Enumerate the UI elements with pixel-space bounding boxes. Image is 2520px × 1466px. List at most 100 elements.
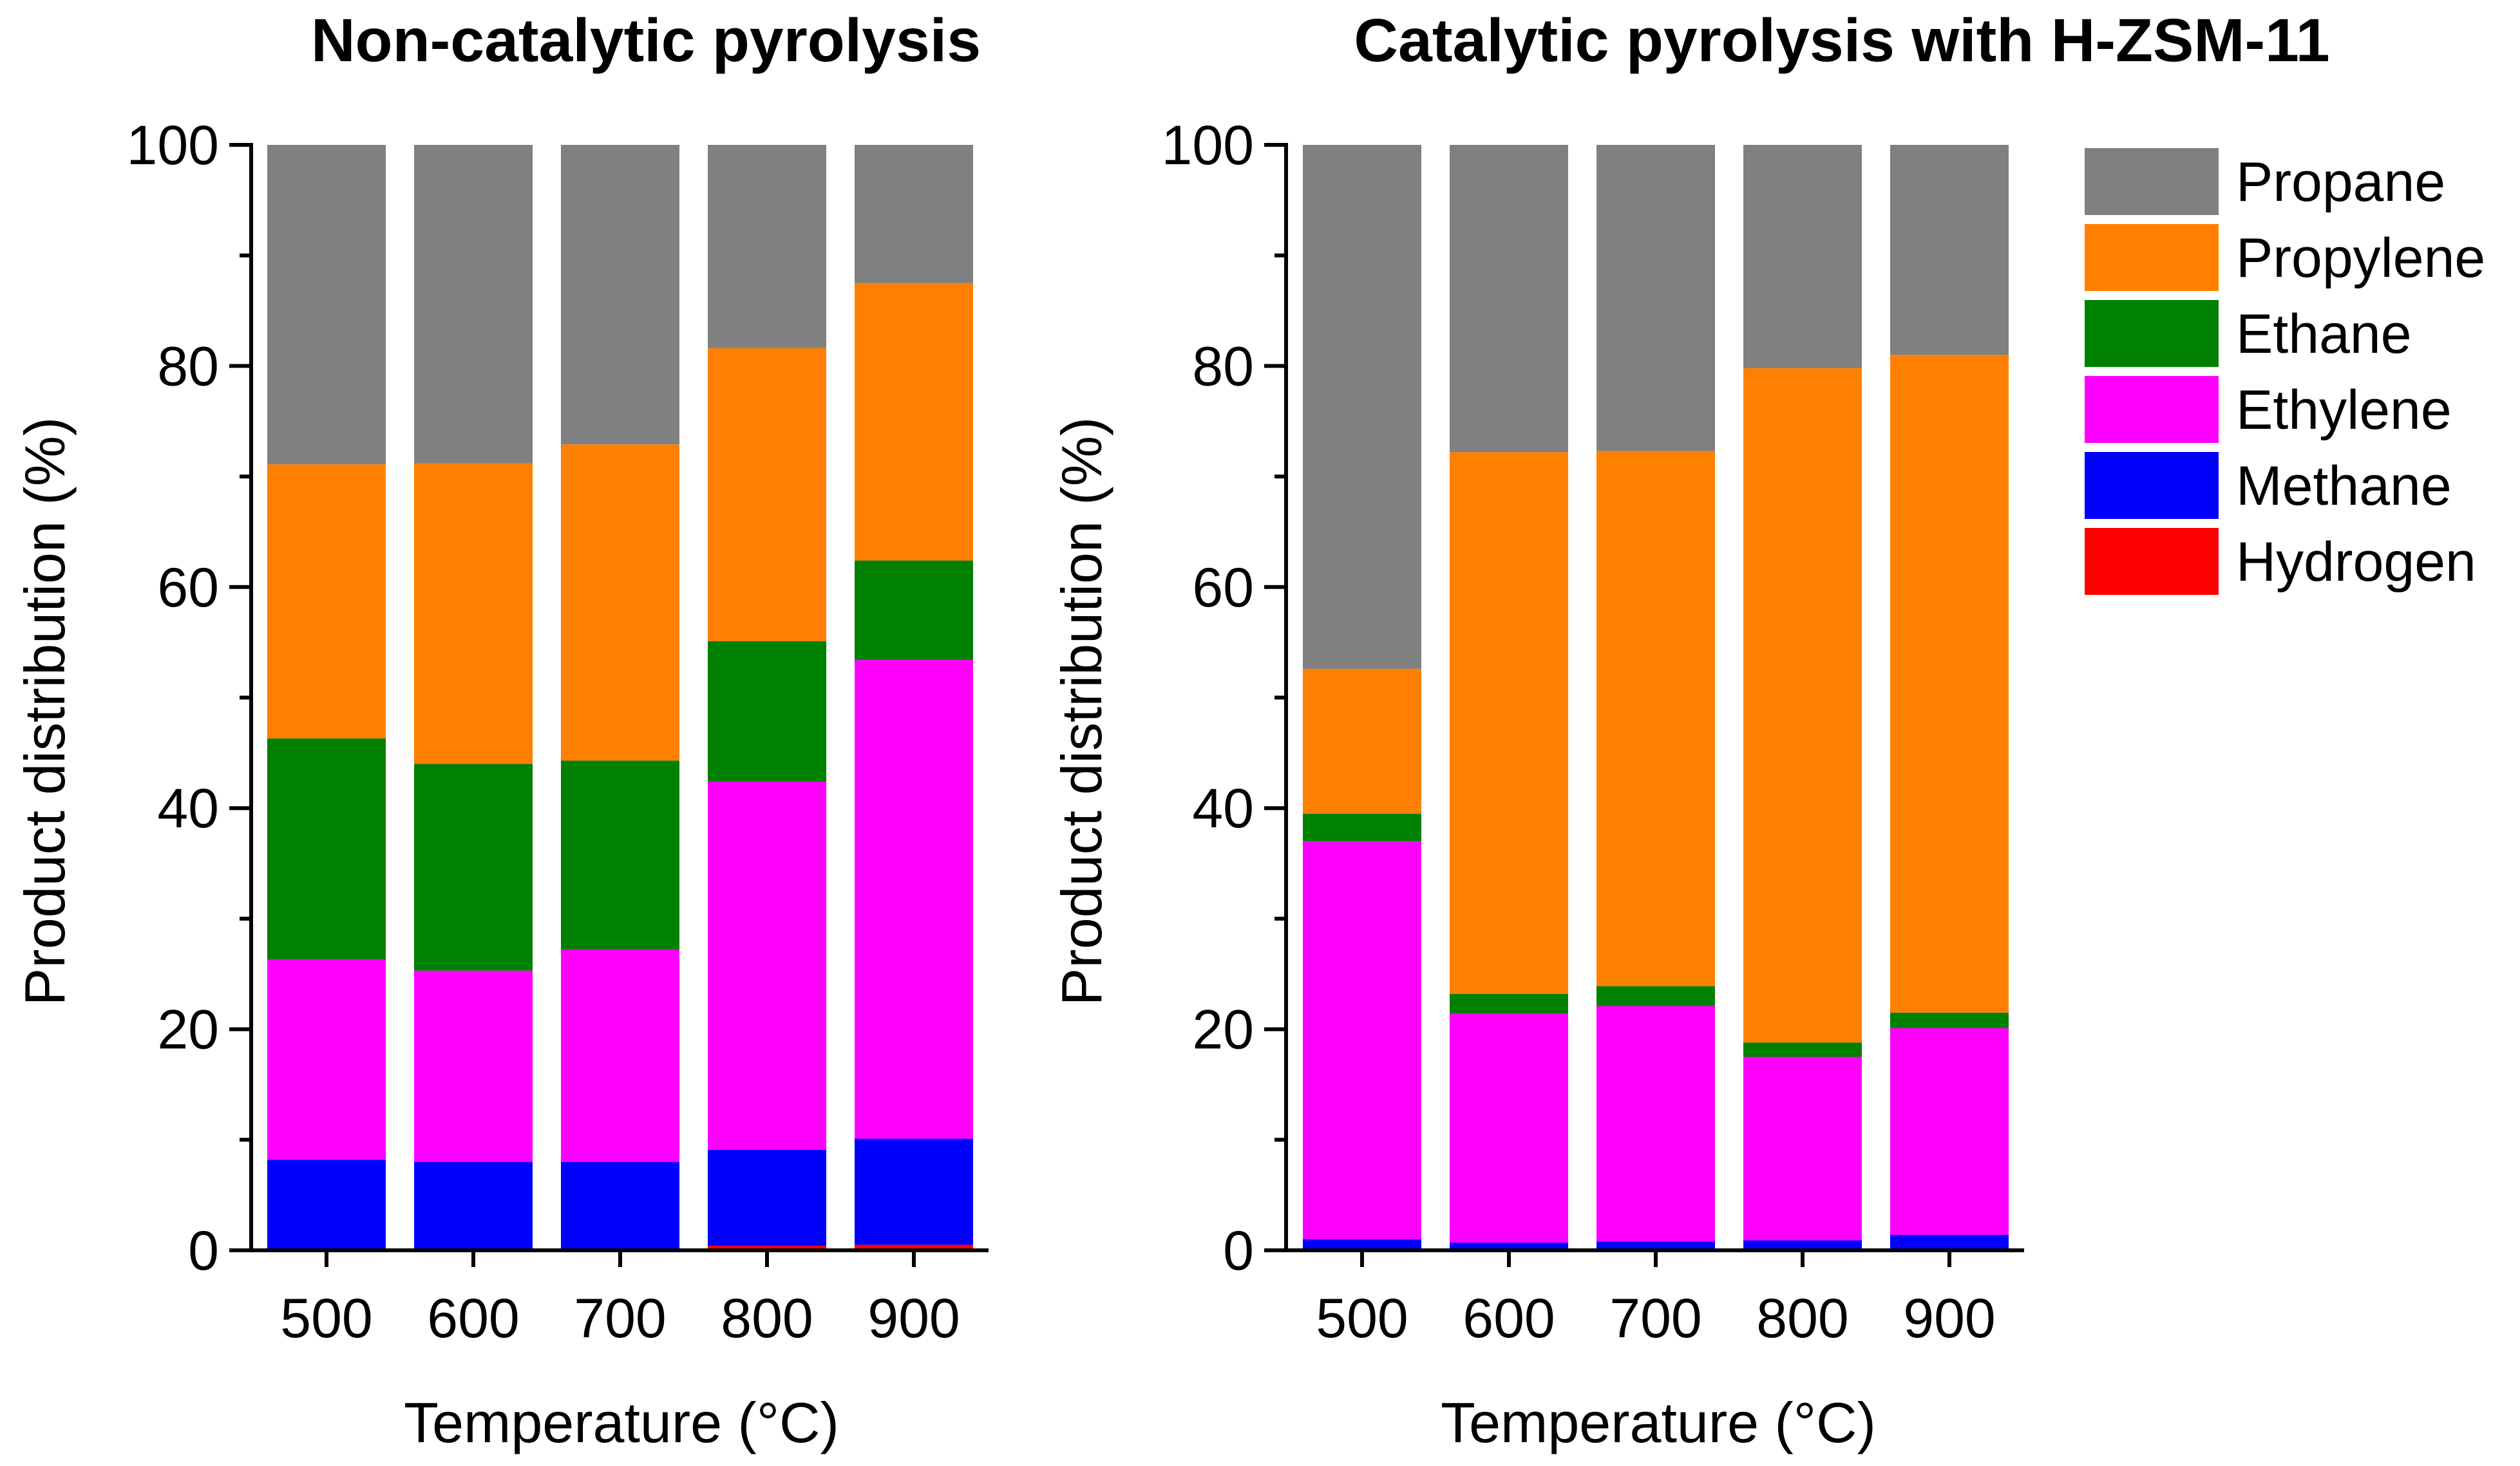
bar-segment-ethylene-500: [1303, 841, 1421, 1239]
bar-segment-methane-700: [1596, 1241, 1715, 1250]
bars: [1303, 145, 2009, 1250]
x-tick-label: 600: [1463, 1288, 1555, 1349]
bars: [267, 145, 973, 1250]
bar-segment-ethylene-900: [1890, 1028, 2009, 1235]
legend-label-propane: Propane: [2236, 151, 2445, 213]
bar-segment-ethane-900: [855, 560, 973, 661]
bar-segment-propane-500: [1303, 145, 1421, 669]
legend-swatch-hydrogen: [2085, 528, 2219, 595]
legend-label-ethylene: Ethylene: [2236, 379, 2452, 441]
bar-segment-propane-900: [1890, 145, 2009, 355]
bar-segment-ethylene-600: [1450, 1013, 1568, 1243]
bar-segment-ethylene-800: [1743, 1057, 1862, 1241]
bar-segment-ethylene-900: [855, 660, 973, 1139]
bar-segment-ethylene-500: [267, 959, 386, 1160]
bar-segment-methane-500: [267, 1160, 386, 1250]
legend-swatch-propylene: [2085, 224, 2219, 291]
bar-segment-propane-600: [1450, 145, 1568, 453]
bar-segment-propane-700: [561, 145, 679, 445]
bar-segment-hydrogen-800: [708, 1246, 826, 1250]
bar-segment-ethane-700: [1596, 986, 1715, 1006]
x-tick-label: 500: [280, 1288, 373, 1349]
bar-segment-propylene-800: [708, 348, 826, 641]
bar-segment-methane-800: [1743, 1240, 1862, 1250]
x-tick-label: 500: [1316, 1288, 1408, 1349]
y-tick-label: 40: [157, 778, 219, 840]
bar-segment-propylene-800: [1743, 368, 1862, 1043]
bar-segment-methane-600: [1450, 1242, 1568, 1250]
bar-segment-propylene-500: [1303, 668, 1421, 814]
bar-segment-ethane-600: [414, 764, 533, 971]
y-tick-label: 100: [1162, 115, 1255, 176]
legend-label-methane: Methane: [2236, 455, 2452, 517]
bar-segment-propane-900: [855, 145, 973, 283]
bar-segment-propylene-700: [561, 444, 679, 761]
bar-segment-ethylene-600: [414, 970, 533, 1162]
x-tick-label: 700: [574, 1288, 667, 1349]
bar-segment-methane-500: [1303, 1239, 1421, 1250]
x-axis-label: Temperature (°C): [1441, 1391, 1876, 1454]
chart-non-catalytic: Non-catalytic pyrolysis 500 600 700 800 900 0…: [13, 6, 989, 1454]
y-tick-label: 0: [1223, 1220, 1254, 1282]
bar-segment-ethane-800: [1743, 1042, 1862, 1057]
bar-segment-propane-600: [414, 145, 533, 464]
bar-segment-ethane-600: [1450, 993, 1568, 1014]
bar-segment-propylene-900: [855, 283, 973, 561]
bar-segment-propylene-900: [1890, 355, 2009, 1013]
y-axis-label: Product distribution (%): [13, 417, 77, 1006]
bar-segment-ethane-800: [708, 641, 826, 782]
bar-segment-propylene-700: [1596, 451, 1715, 986]
bar-segment-hydrogen-900: [855, 1245, 973, 1250]
bar-segment-propane-700: [1596, 145, 1715, 451]
x-tick-label: 800: [1756, 1288, 1849, 1349]
y-axis-label: Product distribution (%): [1050, 417, 1113, 1006]
bar-segment-ethylene-700: [561, 949, 679, 1162]
y-tick-label: 20: [157, 999, 219, 1061]
x-tick-label: 600: [427, 1288, 520, 1349]
legend-label-propylene: Propylene: [2236, 227, 2485, 289]
y-tick-label: 0: [188, 1220, 219, 1282]
bar-segment-ethane-500: [267, 738, 386, 960]
bar-segment-propane-500: [267, 145, 386, 465]
x-axis-label: Temperature (°C): [404, 1391, 839, 1454]
bar-segment-methane-900: [1890, 1234, 2009, 1250]
bar-segment-methane-700: [561, 1161, 679, 1250]
axes: 500 600 700 800 900 0 20 40 60 80 100: [1162, 115, 2024, 1349]
bar-segment-methane-600: [414, 1161, 533, 1250]
legend-swatch-methane: [2085, 452, 2219, 519]
bar-segment-ethylene-700: [1596, 1006, 1715, 1242]
bar-segment-methane-800: [708, 1149, 826, 1246]
y-tick-label: 60: [157, 557, 219, 619]
bar-segment-propylene-600: [1450, 452, 1568, 994]
chart-title: Catalytic pyrolysis with H-ZSM-11: [1354, 6, 2329, 75]
y-tick-label: 80: [1192, 335, 1254, 397]
y-tick-label: 20: [1192, 999, 1254, 1061]
bar-segment-propylene-600: [414, 463, 533, 764]
legend-swatch-ethylene: [2085, 376, 2219, 443]
chart-title: Non-catalytic pyrolysis: [311, 6, 981, 75]
x-tick-label: 800: [721, 1288, 813, 1349]
x-tick-label: 700: [1609, 1288, 1702, 1349]
legend: Propane Propylene Ethane Ethylene Methane Hyd…: [2085, 148, 2485, 595]
bar-segment-methane-900: [855, 1138, 973, 1245]
y-tick-label: 60: [1192, 557, 1254, 619]
bar-segment-propane-800: [708, 145, 826, 348]
bar-segment-propane-800: [1743, 145, 1862, 368]
y-tick-label: 40: [1192, 778, 1254, 840]
legend-swatch-ethane: [2085, 300, 2219, 367]
bar-segment-ethane-700: [561, 760, 679, 950]
y-tick-label: 80: [157, 335, 219, 397]
x-tick-label: 900: [1903, 1288, 1996, 1349]
legend-label-hydrogen: Hydrogen: [2236, 531, 2476, 593]
bar-segment-ethane-500: [1303, 813, 1421, 841]
bar-segment-ethylene-800: [708, 781, 826, 1150]
bar-segment-ethane-900: [1890, 1012, 2009, 1028]
chart-catalytic: Catalytic pyrolysis with H-ZSM-11 500 600…: [1050, 6, 2330, 1454]
legend-label-ethane: Ethane: [2236, 303, 2412, 365]
bar-segment-propylene-500: [267, 464, 386, 739]
y-tick-label: 100: [127, 115, 220, 176]
legend-swatch-propane: [2085, 148, 2219, 215]
axes: 500 600 700 800 900 0 20 40 60 80 100: [127, 115, 989, 1349]
x-tick-label: 900: [867, 1288, 960, 1349]
